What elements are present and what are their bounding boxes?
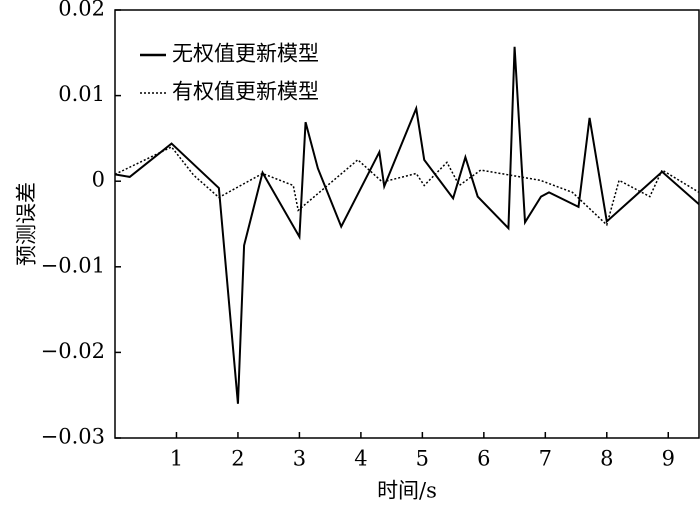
x-tick-label: 8 <box>600 447 613 471</box>
y-tick-label: −0.03 <box>41 425 105 449</box>
x-axis-label: 时间/s <box>377 479 437 503</box>
x-tick-label: 5 <box>416 447 429 471</box>
series-line <box>114 146 700 227</box>
x-tick-label: 9 <box>662 447 675 471</box>
plot-frame <box>114 9 700 439</box>
y-tick-label: 0 <box>92 168 105 192</box>
y-tick-label: −0.01 <box>41 253 105 277</box>
y-tick-label: 0.02 <box>58 0 105 21</box>
x-tick-label: 2 <box>231 447 244 471</box>
x-tick-label: 1 <box>170 447 183 471</box>
x-tick-label: 4 <box>354 447 367 471</box>
series-line <box>114 46 700 404</box>
legend-label: 有权值更新模型 <box>172 80 319 104</box>
y-tick-label: −0.02 <box>41 339 105 363</box>
y-axis-label: 预测误差 <box>15 182 39 266</box>
y-tick-label: 0.01 <box>58 82 105 106</box>
legend-label: 无权值更新模型 <box>172 42 319 66</box>
x-tick-label: 6 <box>477 447 490 471</box>
x-tick-label: 7 <box>539 447 552 471</box>
x-tick-label: 3 <box>293 447 306 471</box>
